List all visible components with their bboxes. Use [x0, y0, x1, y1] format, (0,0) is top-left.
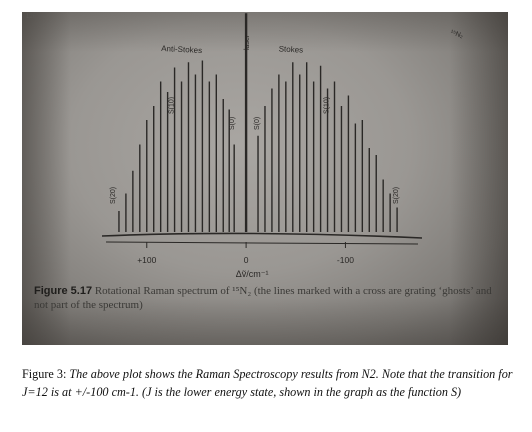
line-label: S(10) [169, 97, 176, 114]
document-caption-text: The above plot shows the Raman Spectrosc… [22, 367, 513, 399]
document-caption-label: Figure 3: [22, 367, 67, 381]
anti-stokes-label: Anti-Stokes [161, 44, 202, 55]
stokes-label: Stokes [278, 44, 303, 54]
molecule-label: ¹⁵N₂ [449, 29, 464, 40]
book-figure-caption-text: Rotational Raman spectrum of ¹⁵N₂ (the l… [34, 285, 492, 311]
line-label: S(20) [393, 187, 400, 204]
raman-spectrum-chart: +100 0 -100 Δṽ/cm⁻¹ ¹⁵N₂ Anti-Stokes Stokes las… [101, 13, 464, 279]
line-label: S(10) [324, 97, 331, 114]
laser-label: laser [244, 34, 251, 50]
x-tick-label: 0 [244, 255, 249, 265]
page-number: 126 [26, 14, 37, 20]
spectrum-photo: 126 +100 0 -100 Δṽ/cm⁻¹ ¹⁵N₂ Anti-Stokes Stoke… [22, 12, 508, 345]
x-tick-label: -100 [337, 255, 354, 265]
x-tick-label: +100 [137, 255, 156, 265]
document-caption: Figure 3: The above plot shows the Raman… [22, 366, 514, 401]
book-figure-caption: Figure 5.17 Rotational Raman spectrum of… [34, 284, 500, 312]
spectrum-baseline [101, 232, 423, 239]
line-label: S(0) [254, 117, 261, 130]
line-label: S(20) [110, 187, 117, 204]
x-axis-label: Δṽ/cm⁻¹ [236, 269, 269, 279]
x-axis-line [105, 241, 419, 245]
book-figure-label: Figure 5.17 [34, 285, 93, 297]
line-label: S(0) [229, 117, 236, 130]
